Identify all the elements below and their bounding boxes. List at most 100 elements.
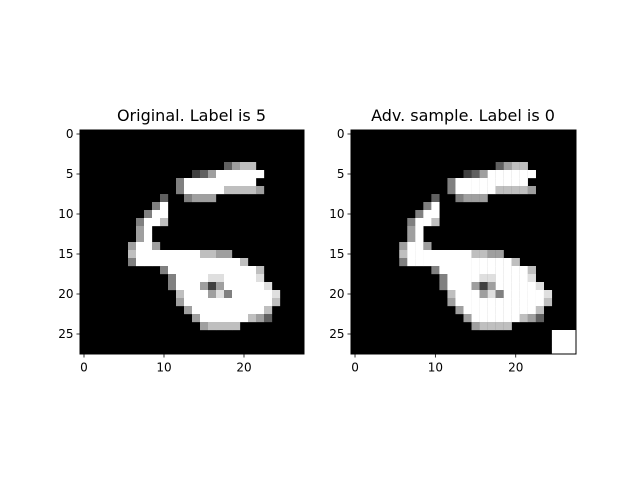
pixel-cell (415, 226, 424, 235)
pixel-cell (495, 162, 504, 171)
x-tick-label: 10 (428, 361, 443, 375)
pixel-cell (224, 162, 233, 171)
pixel-cell (431, 194, 440, 203)
pixel-cell (487, 258, 496, 267)
pixel-cell (192, 170, 201, 179)
pixel-cell (479, 314, 488, 323)
pixel-cell (208, 170, 217, 179)
pixel-cell (415, 218, 424, 227)
pixel-cell (415, 250, 424, 259)
pixel-cell (399, 242, 408, 251)
pixel-cell (407, 234, 416, 243)
pixel-cell (511, 170, 520, 179)
pixel-cell (495, 258, 504, 267)
pixel-cell (224, 250, 233, 259)
pixel-cell (479, 290, 488, 299)
pixel-cell (208, 178, 217, 187)
pixel-cell (232, 306, 241, 315)
pixel-cell (535, 282, 545, 291)
pixel-cell (567, 330, 577, 339)
pixel-cell (495, 178, 504, 187)
pixel-cell (519, 314, 528, 323)
pixel-cell (495, 298, 504, 307)
pixel-cell (415, 258, 424, 267)
pixel-cell (439, 282, 448, 291)
pixel-cell (455, 274, 464, 283)
pixel-cell (527, 290, 536, 299)
pixel-cell (240, 314, 249, 323)
pixel-cell (264, 282, 273, 291)
pixel-cell (200, 178, 209, 187)
pixel-cell (264, 290, 273, 299)
pixel-cell (160, 210, 169, 219)
pixel-cell (136, 218, 145, 227)
pixel-cell (407, 242, 416, 251)
y-tick-label: 25 (58, 327, 73, 341)
pixel-cell (519, 162, 528, 171)
pixel-cell (527, 306, 536, 315)
pixel-cell (479, 250, 488, 259)
pixel-cell (184, 266, 193, 275)
pixel-cell (503, 282, 512, 291)
pixel-cell (567, 338, 577, 347)
pixel-cell (144, 226, 153, 235)
pixel-cell (543, 290, 553, 299)
pixel-cell (160, 202, 169, 211)
pixel-cell (256, 306, 265, 315)
pixel-cell (200, 314, 209, 323)
pixel-cell (136, 242, 145, 251)
pixel-cell (160, 218, 169, 227)
pixel-cell (192, 274, 201, 283)
pixel-cell (407, 258, 416, 267)
pixel-cell (431, 202, 440, 211)
pixel-cell (479, 306, 488, 315)
pixel-cell (232, 162, 241, 171)
y-tick-label: 0 (337, 127, 345, 141)
pixel-cell (519, 274, 528, 283)
pixel-cell (232, 314, 241, 323)
pixel-cell (503, 170, 512, 179)
pixel-cell (471, 282, 480, 291)
pixel-cell (447, 274, 456, 283)
panel-title: Adv. sample. Label is 0 (371, 106, 555, 125)
pixel-cell (216, 186, 225, 195)
pixel-cell (511, 274, 520, 283)
pixel-cell (519, 178, 528, 187)
y-tick-label: 15 (58, 247, 73, 261)
pixel-cell (240, 162, 249, 171)
pixel-cell (128, 242, 137, 251)
pixel-cell (224, 290, 233, 299)
pixel-cell (256, 274, 265, 283)
pixel-cell (256, 186, 265, 195)
pixel-cell (503, 298, 512, 307)
pixel-cell (208, 282, 217, 291)
pixel-cell (479, 266, 488, 275)
pixel-cell (455, 250, 464, 259)
pixel-cell (144, 250, 153, 259)
pixel-cell (487, 274, 496, 283)
pixel-cell (176, 250, 185, 259)
y-tick-label: 10 (58, 207, 73, 221)
pixel-cell (240, 298, 249, 307)
pixel-cell (431, 250, 440, 259)
pixel-cell (495, 306, 504, 315)
pixel-cell (216, 306, 225, 315)
pixel-cell (208, 274, 217, 283)
pixel-cell (168, 282, 177, 291)
pixel-cell (407, 218, 416, 227)
pixel-cell (232, 186, 241, 195)
pixel-cell (423, 210, 432, 219)
pixel-cell (184, 298, 193, 307)
pixel-cell (240, 186, 249, 195)
pixel-cell (431, 210, 440, 219)
pixel-cell (208, 290, 217, 299)
pixel-cell (224, 178, 233, 187)
pixel-cell (527, 266, 536, 275)
pixel-cell (200, 266, 209, 275)
pixel-cell (240, 282, 249, 291)
pixel-cell (503, 274, 512, 283)
pixel-cell (431, 258, 440, 267)
pixel-cell (487, 306, 496, 315)
pixel-cell (224, 170, 233, 179)
pixel-cell (200, 322, 209, 331)
